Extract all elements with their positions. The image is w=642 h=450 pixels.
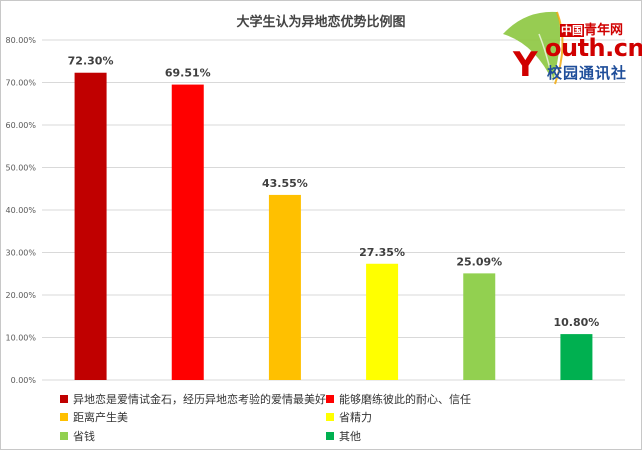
legend-label: 省钱 [73, 430, 95, 443]
legend-label: 省精力 [339, 411, 372, 424]
legend-swatch [326, 413, 334, 421]
logo-cn-prefix: 中国 [560, 24, 584, 37]
legend-swatch [60, 395, 68, 403]
legend-item: 距离产生美 [60, 409, 128, 425]
legend-item: 异地恋是爱情试金石，经历异地恋考验的爱情最美好 [60, 391, 326, 407]
svg-text:Y: Y [512, 45, 538, 85]
data-label: 43.55% [262, 177, 308, 190]
bar [171, 84, 204, 381]
y-tick-label: 30.00% [5, 249, 36, 258]
y-tick-label: 40.00% [5, 206, 36, 215]
data-labels: 72.30% 69.51% 43.55% 27.35% 25.09% 10.80% [68, 55, 600, 329]
y-tick-label: 0.00% [11, 376, 37, 385]
y-tick-labels: 0.00% 10.00% 20.00% 30.00% 40.00% 50.00% 60.00… [5, 36, 36, 385]
bar [560, 334, 593, 380]
legend-swatch [60, 413, 68, 421]
y-tick-label: 60.00% [5, 121, 36, 130]
legend-item: 其他 [326, 428, 361, 444]
data-label: 10.80% [554, 316, 600, 329]
legend-item: 省钱 [60, 428, 95, 444]
y-tick-label: 80.00% [5, 36, 36, 45]
legend-item: 能够磨练彼此的耐心、信任 [326, 391, 471, 407]
legend-label: 其他 [339, 430, 361, 443]
grid-lines [42, 39, 625, 381]
data-label: 72.30% [68, 55, 114, 68]
legend-swatch [326, 432, 334, 440]
logo-cn-name: 青年网 [584, 23, 624, 38]
bar [463, 273, 496, 380]
legend-swatch [326, 395, 334, 403]
legend-swatch [60, 432, 68, 440]
legend-label: 异地恋是爱情试金石，经历异地恋考验的爱情最美好 [73, 393, 326, 406]
logo-domain: outh.cn [545, 34, 642, 62]
legend-label: 距离产生美 [73, 411, 128, 424]
y-tick-label: 50.00% [5, 164, 36, 173]
bars [74, 72, 593, 381]
data-label: 69.51% [165, 67, 211, 80]
logo-subtitle: 校园通讯社 [547, 64, 628, 82]
legend-label: 能够磨练彼此的耐心、信任 [339, 393, 471, 406]
data-label: 25.09% [456, 255, 502, 268]
bar [268, 194, 301, 380]
ginkgo-leaf-icon: Y [503, 11, 564, 85]
legend-item: 省精力 [326, 409, 372, 425]
y-tick-label: 20.00% [5, 291, 36, 300]
chart-title: 大学生认为异地恋优势比例图 [236, 15, 406, 30]
data-label: 27.35% [359, 246, 405, 259]
logo-chinese-name: 中国青年网 [560, 19, 623, 38]
y-tick-label: 10.00% [5, 334, 36, 343]
bar [74, 72, 107, 380]
y-tick-label: 70.00% [5, 79, 36, 88]
youth-logo: Y [495, 4, 637, 86]
bar [366, 263, 399, 380]
